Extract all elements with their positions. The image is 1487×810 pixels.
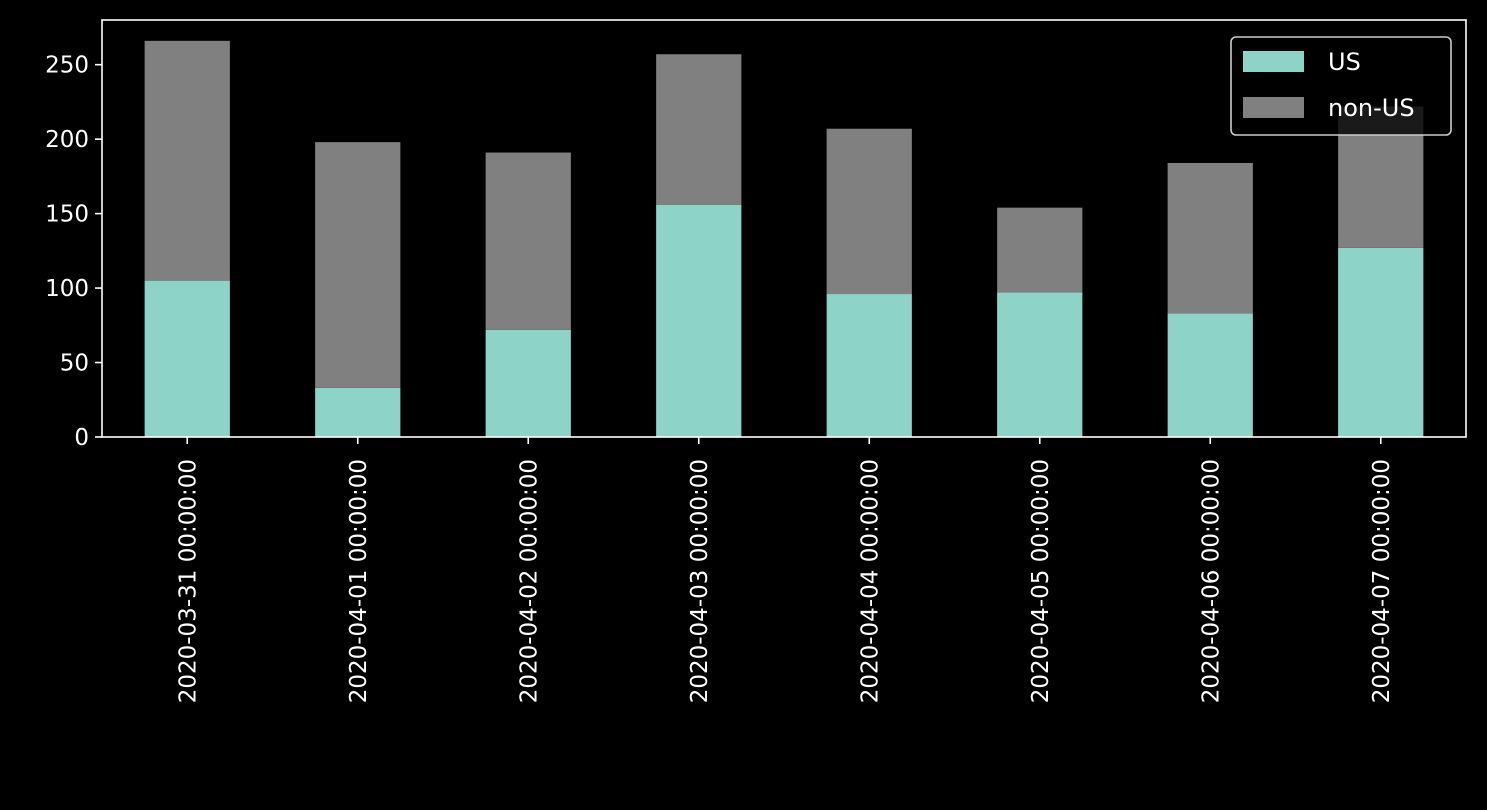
- legend: US non-US: [1230, 36, 1452, 136]
- x-tick-label: 2020-04-06 00:00:00: [1198, 459, 1224, 703]
- y-tick-label: 0: [74, 425, 89, 451]
- bar-us-3: [656, 204, 742, 437]
- bar-us-4: [826, 294, 912, 437]
- bar-us-2: [485, 329, 571, 437]
- x-tick-label: 2020-04-02 00:00:00: [516, 459, 542, 703]
- x-tick-label: 2020-03-31 00:00:00: [175, 459, 201, 703]
- legend-swatch-0: [1243, 51, 1304, 72]
- legend-swatch-1: [1243, 97, 1304, 118]
- x-tick-label: 2020-04-04 00:00:00: [857, 459, 883, 703]
- legend-label: US: [1328, 48, 1361, 76]
- bar-non-us-2: [485, 152, 571, 330]
- x-tick-label: 2020-04-03 00:00:00: [687, 459, 713, 703]
- bar-non-us-1: [315, 142, 401, 388]
- bar-us-6: [1167, 313, 1253, 437]
- bar-non-us-6: [1167, 162, 1253, 314]
- bar-us-0: [144, 280, 230, 437]
- bar-non-us-0: [144, 40, 230, 281]
- bar-us-7: [1338, 247, 1424, 437]
- bar-us-1: [315, 387, 401, 437]
- bar-us-5: [997, 292, 1083, 437]
- x-tick-label: 2020-04-01 00:00:00: [346, 459, 372, 703]
- bars-layer: [144, 40, 1424, 437]
- y-tick-label: 50: [60, 351, 89, 377]
- axes-layer: 0 50 100 150 200 250 2020-03-31 00:00:00 2020-0…: [45, 19, 1467, 703]
- y-tick-label: 250: [45, 53, 89, 79]
- legend-label: non-US: [1328, 94, 1415, 122]
- bar-non-us-3: [656, 54, 742, 205]
- x-tick-label: 2020-04-05 00:00:00: [1028, 459, 1054, 703]
- bar-non-us-4: [826, 128, 912, 295]
- plot-frame: [101, 19, 1467, 438]
- y-tick-label: 150: [45, 202, 89, 228]
- x-tick-label: 2020-04-07 00:00:00: [1369, 459, 1395, 703]
- bar-non-us-5: [997, 207, 1083, 293]
- y-tick-label: 100: [45, 276, 89, 302]
- y-tick-label: 200: [45, 127, 89, 153]
